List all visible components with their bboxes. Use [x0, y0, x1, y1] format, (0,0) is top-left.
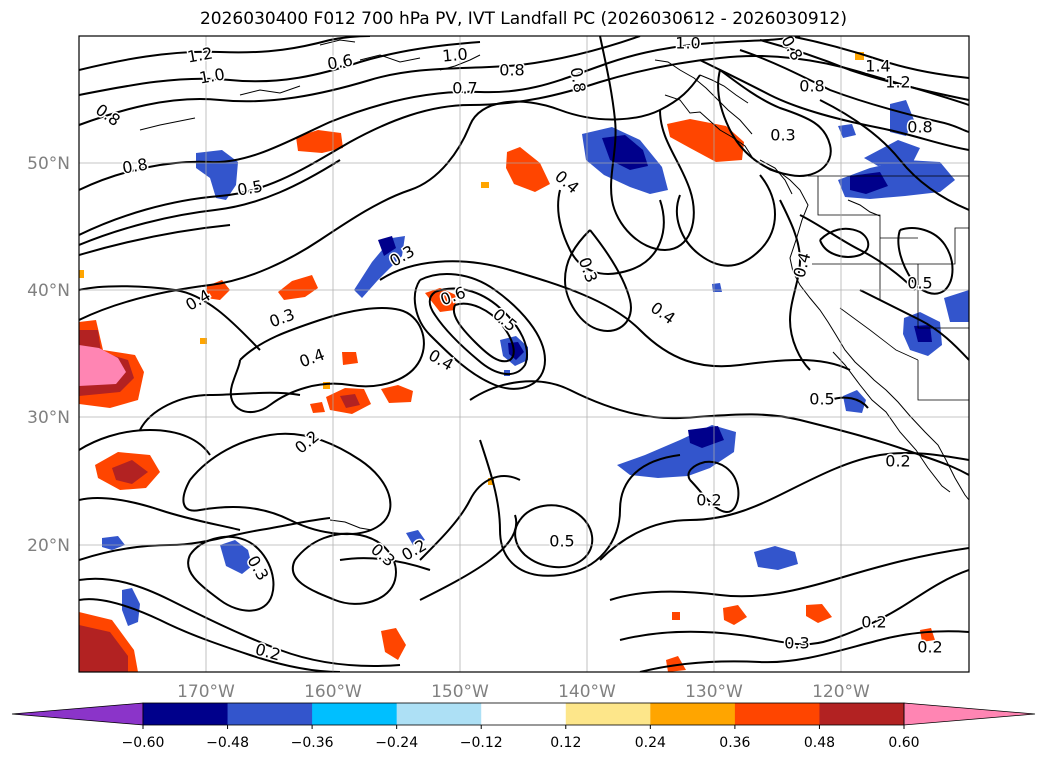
positive-anomaly-patches — [79, 52, 935, 672]
contour-label: 0.5 — [907, 274, 932, 293]
lon-label: 160°W — [304, 682, 362, 702]
lon-label: 170°W — [177, 682, 235, 702]
contour-label: 0.3 — [784, 634, 809, 653]
contour-label: 0.2 — [696, 491, 721, 510]
colorbar-segment — [819, 703, 905, 725]
contour-label: 0.2 — [861, 613, 886, 632]
contour-label: 0.8 — [499, 61, 524, 80]
colorbar-tick-label: −0.36 — [291, 735, 334, 751]
contour-label: 1.0 — [198, 64, 226, 87]
graticule — [79, 36, 969, 672]
lon-label: 130°W — [685, 682, 743, 702]
contour-label: 0.2 — [885, 452, 910, 471]
colorbar-tick-label: −0.24 — [375, 735, 418, 751]
colorbar-tick-label: −0.12 — [460, 735, 503, 751]
lat-label: 40°N — [27, 281, 70, 301]
colorbar-segment — [396, 703, 482, 725]
contour-label: 0.5 — [549, 532, 574, 551]
negative-anomaly-patches — [102, 100, 969, 626]
colorbar-frame — [142, 702, 905, 726]
colorbar-segment — [227, 703, 313, 725]
contour-label: 0.3 — [770, 126, 795, 145]
contour-label: 1.0 — [675, 34, 700, 53]
lon-label: 140°W — [558, 682, 616, 702]
contour-label: 0.8 — [566, 66, 589, 94]
contour-label: 0.8 — [907, 118, 932, 137]
contour-label: 0.7 — [452, 79, 477, 98]
colorbar-segment — [734, 703, 820, 725]
contour-label: 0.5 — [236, 176, 264, 199]
lat-label: 20°N — [27, 536, 70, 556]
colorbar-tick-label: −0.60 — [122, 735, 165, 751]
contour-label: 0.2 — [917, 638, 942, 657]
lon-label: 150°W — [431, 682, 489, 702]
contour-label: 1.2 — [885, 73, 910, 92]
colorbar-tick-label: 0.36 — [719, 735, 750, 751]
colorbar-segment — [565, 703, 651, 725]
lat-label: 50°N — [27, 154, 70, 174]
contour-label: 0.5 — [809, 390, 834, 409]
colorbar-tick-label: 0.12 — [550, 735, 581, 751]
colorbar-extend-high — [903, 702, 1036, 726]
contour-label: 0.8 — [799, 77, 824, 96]
latitude-labels: 50°N 40°N 30°N 20°N — [27, 154, 70, 556]
colorbar-tick-label: −0.48 — [206, 735, 249, 751]
colorbar-segment — [481, 703, 567, 725]
colorbar-extend-low — [11, 702, 144, 726]
contour-label: 1.4 — [865, 57, 890, 76]
longitude-labels: 170°W 160°W 150°W 140°W 130°W 120°W — [177, 682, 870, 702]
lat-label: 30°N — [27, 408, 70, 428]
colorbar-segment — [312, 703, 398, 725]
map-frame — [78, 35, 970, 673]
colorbar-segment — [143, 703, 229, 725]
pv-contour-lines — [79, 36, 969, 672]
contour-label: 1.2 — [186, 43, 214, 66]
lon-label: 120°W — [812, 682, 870, 702]
colorbar-segment — [650, 703, 736, 725]
colorbar-tick-label: 0.48 — [804, 735, 835, 751]
colorbar-tick-label: 0.24 — [635, 735, 666, 751]
contour-label: 1.0 — [441, 44, 468, 65]
colorbar: −0.60 −0.48 −0.36 −0.24 −0.12 0.12 0.24 0.36 0.4… — [11, 702, 1036, 751]
figure-title: 2026030400 F012 700 hPa PV, IVT Landfall… — [199, 9, 847, 29]
colorbar-tick-label: 0.60 — [888, 735, 919, 751]
